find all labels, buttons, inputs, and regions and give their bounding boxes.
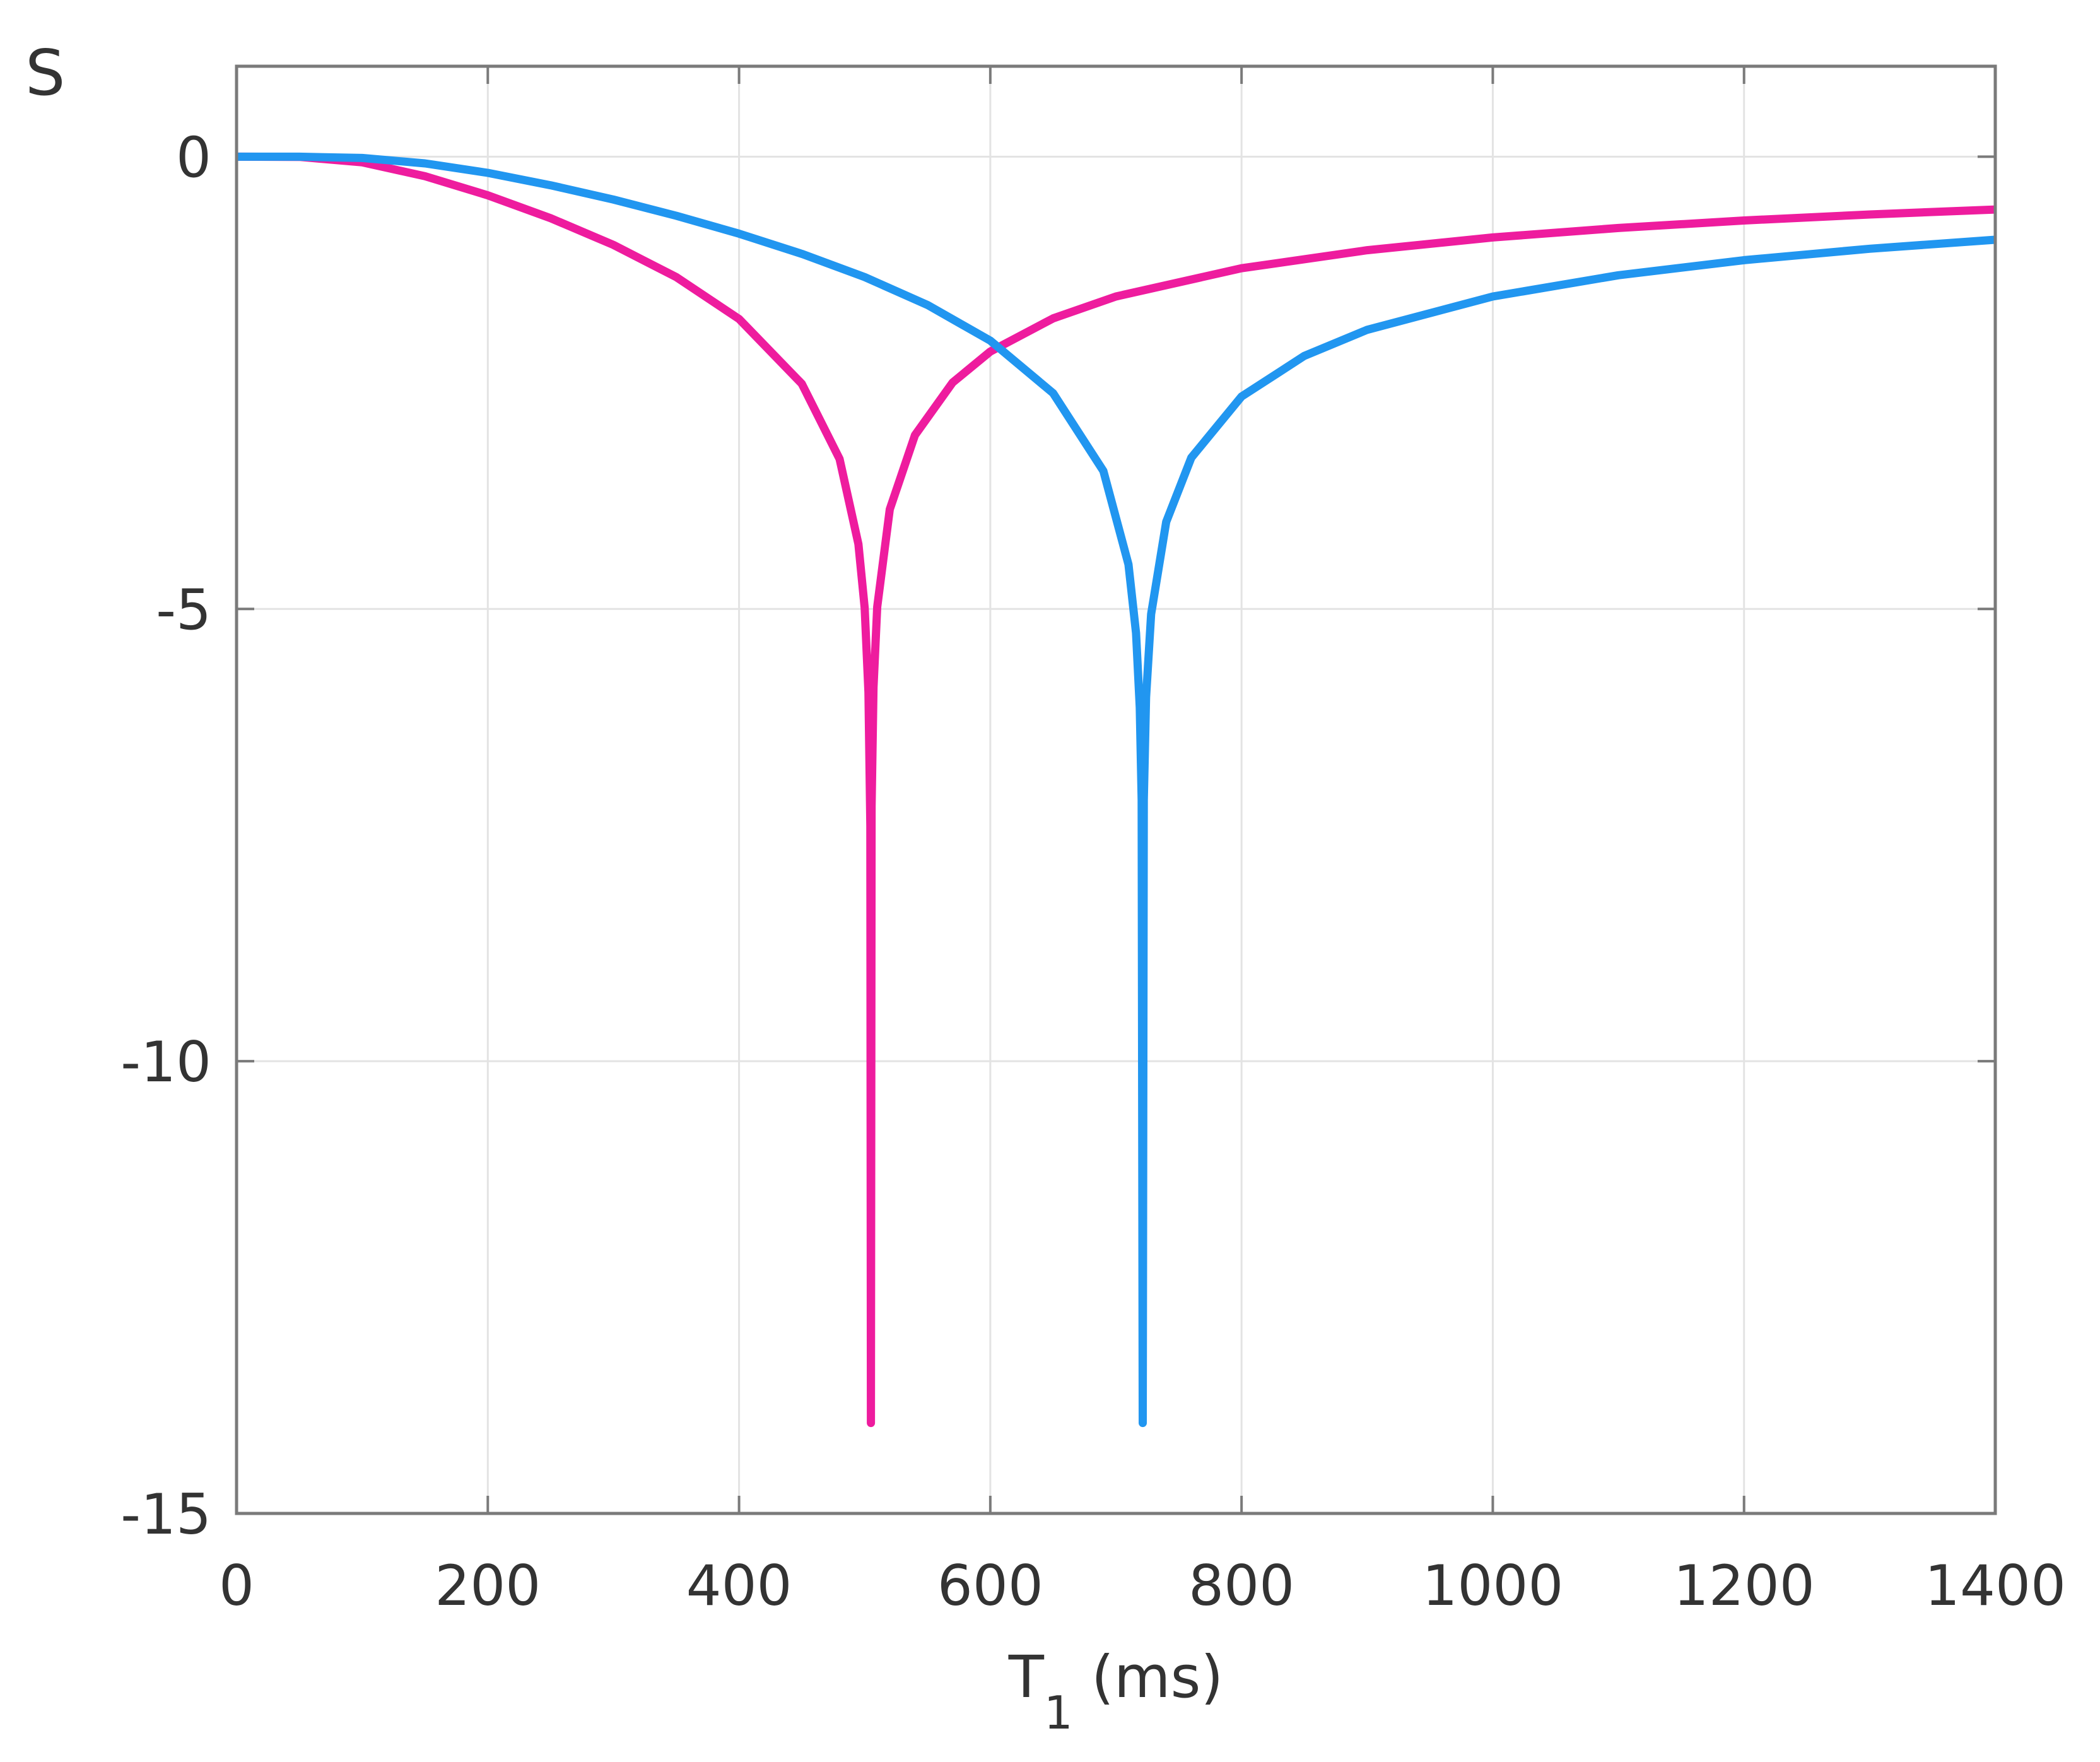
x-tick-label: 200: [435, 1553, 541, 1618]
x-tick-label: 400: [686, 1553, 792, 1618]
axes-box: [235, 64, 1997, 1515]
x-tick-label: 600: [937, 1553, 1043, 1618]
x-axis-label: T1 (ms): [1008, 1643, 1224, 1739]
y-tick-label: -5: [156, 577, 211, 642]
x-tick-label: 0: [219, 1553, 254, 1618]
x-axis-label-subscript: 1: [1044, 1686, 1073, 1739]
series-line-2: [237, 152, 1996, 1428]
series-line-1: [236, 152, 1996, 1428]
x-tick-label: 1200: [1674, 1553, 1815, 1618]
x-axis-label-main: T: [1008, 1643, 1045, 1711]
x-tick-label: 800: [1188, 1553, 1294, 1618]
y-tick-label: -15: [120, 1482, 211, 1547]
y-axis-label: S: [25, 36, 65, 110]
x-tick-label: 1000: [1422, 1553, 1563, 1618]
grid: [235, 66, 1997, 1515]
tick-labels: 0 200 400 600 800 1000 1200 1400 0 -5 -10 -15: [120, 125, 2066, 1618]
series-lines: [236, 152, 1996, 1428]
x-tick-label: 1400: [1925, 1553, 2066, 1618]
y-tick-label: 0: [176, 125, 211, 190]
x-axis-label-unit: (ms): [1073, 1643, 1224, 1711]
y-tick-label: -10: [120, 1030, 211, 1095]
